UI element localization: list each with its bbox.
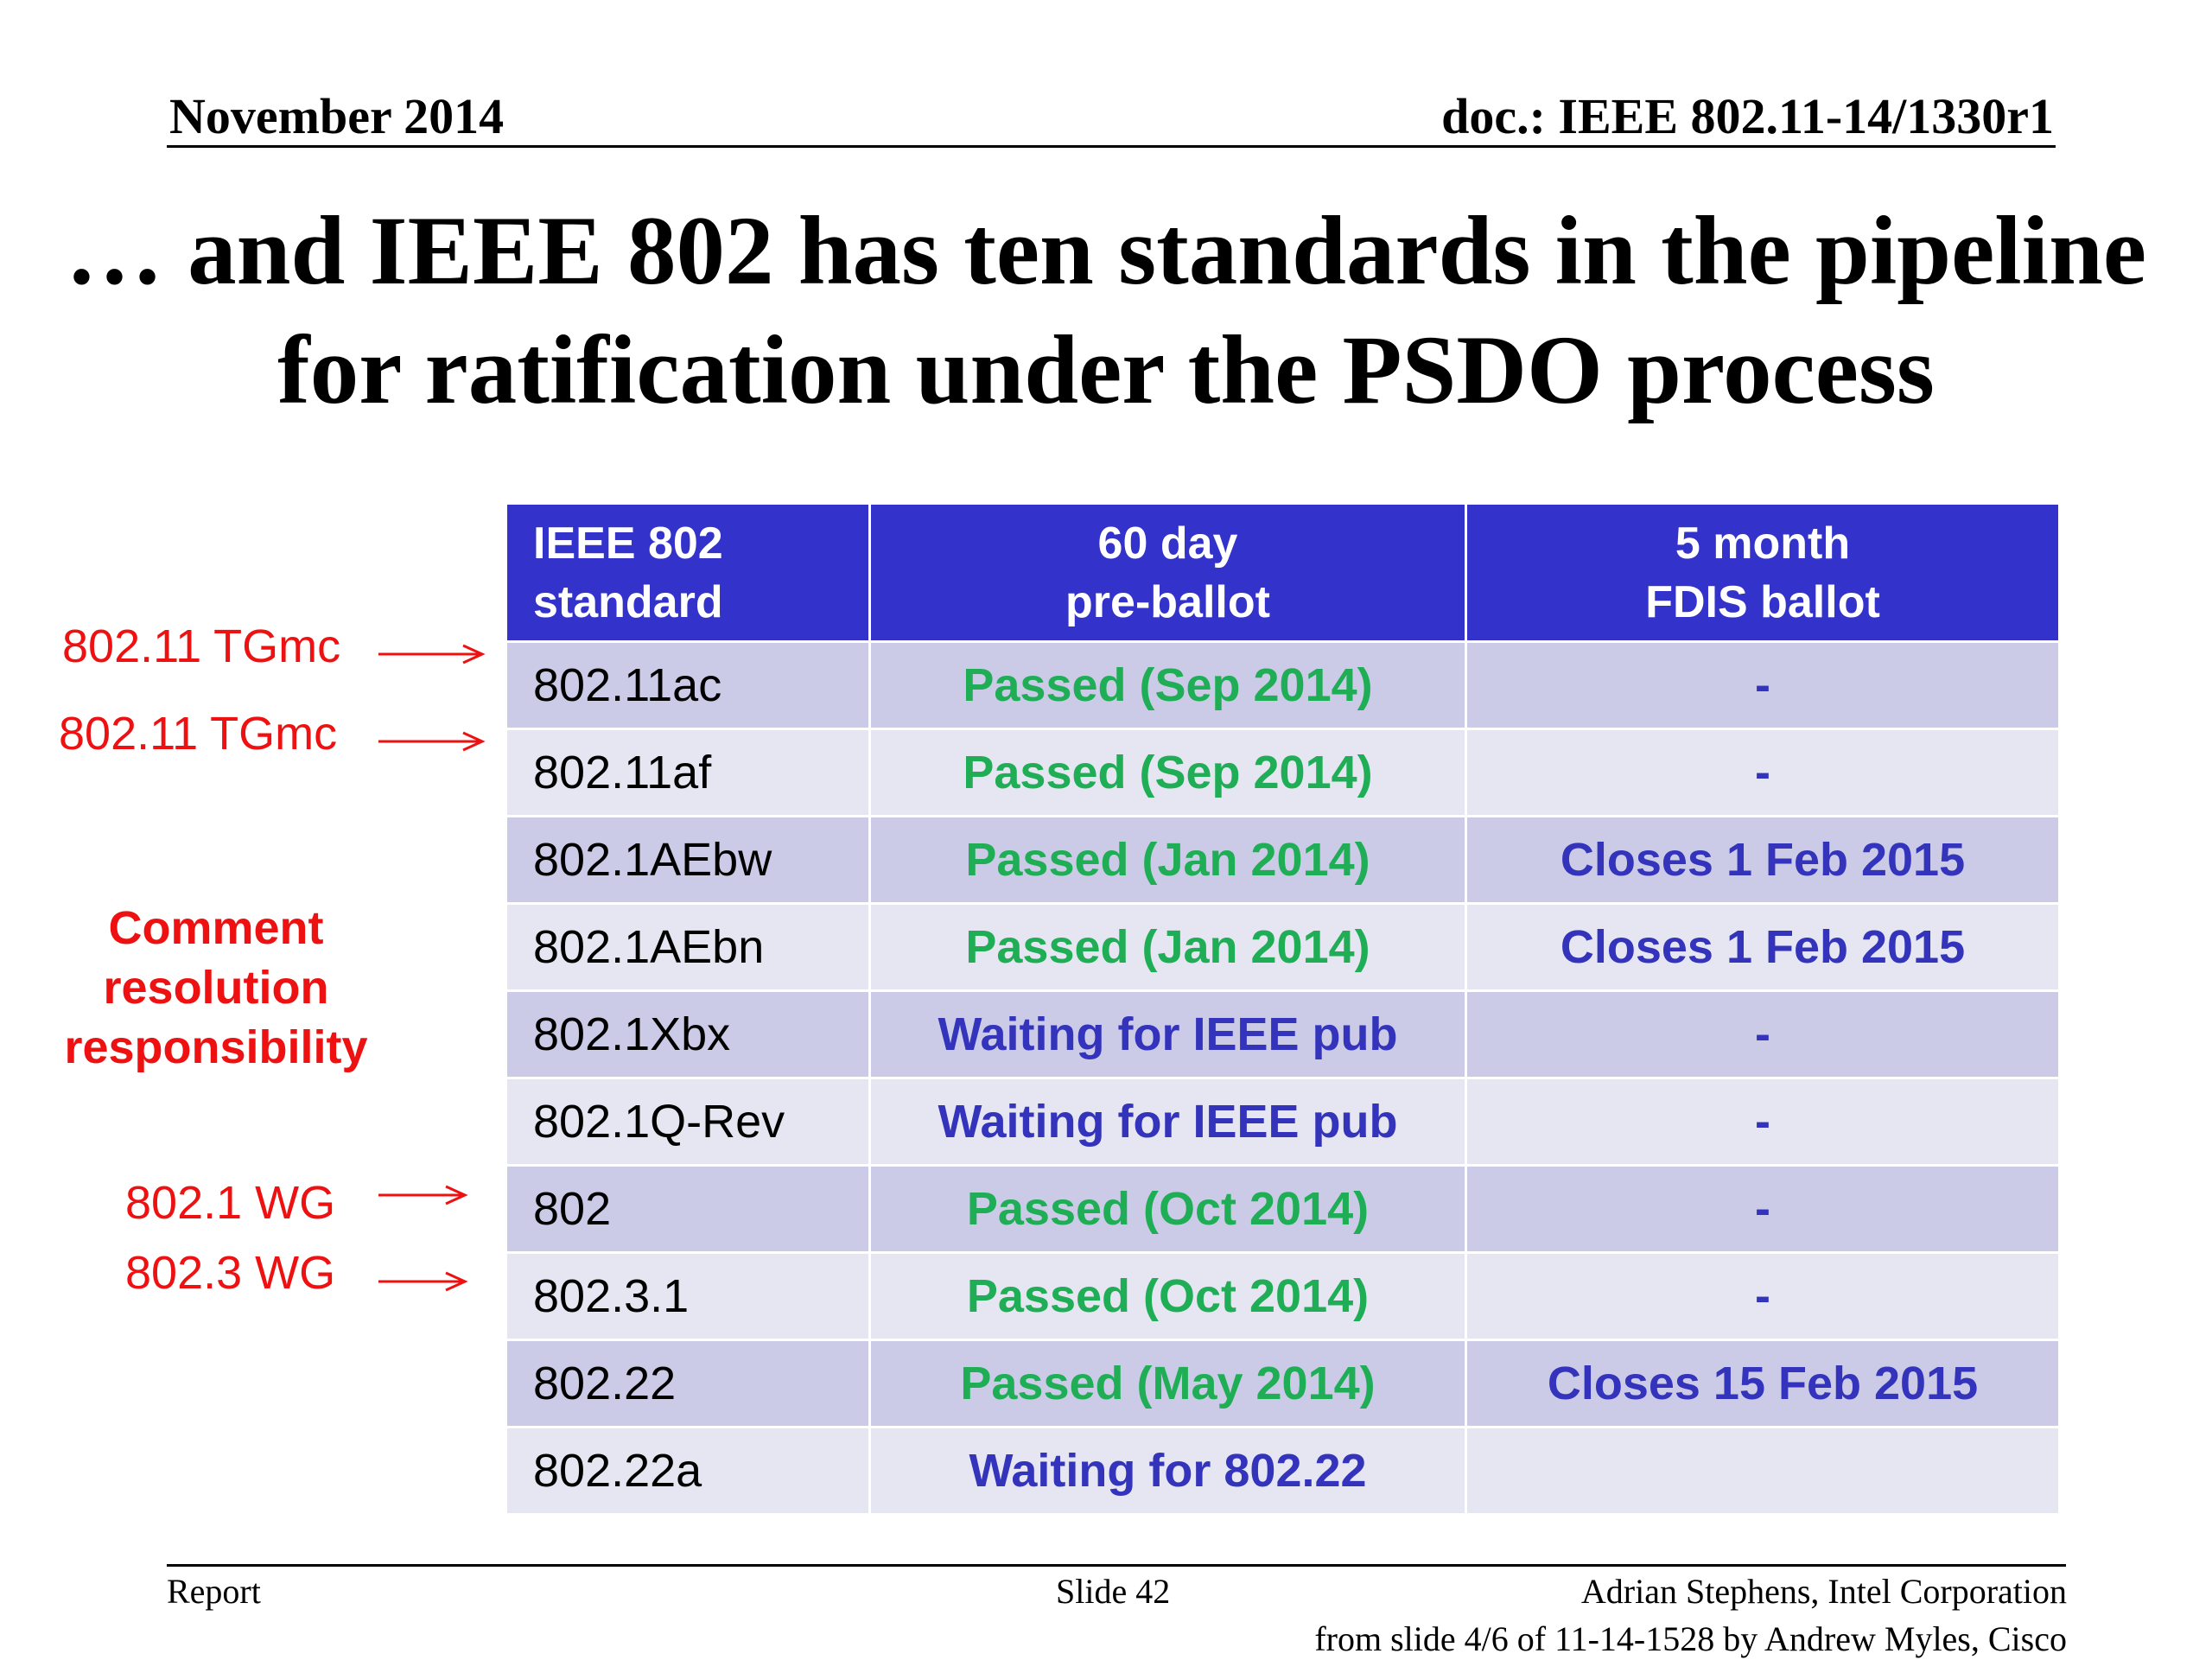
preballot-status-cell: Passed (Sep 2014) <box>868 728 1467 817</box>
table-row: 802.3.1 Passed (Oct 2014) - <box>505 1251 2061 1341</box>
arrow-right-icon <box>378 731 486 752</box>
annotation-comment-line-1: Comment <box>108 902 324 954</box>
table-row: 802.22 Passed (May 2014) Closes 15 Feb 2… <box>505 1339 2061 1428</box>
footer-author: Adrian Stephens, Intel Corporation <box>1580 1572 2067 1611</box>
column-header-preballot-line-2: pre-ballot <box>1065 576 1270 627</box>
slide-title: … and IEEE 802 has ten standards in the … <box>35 192 2177 430</box>
standard-cell: 802.22 <box>505 1339 871 1428</box>
header-doc-number: doc.: IEEE 802.11-14/1330r1 <box>1441 88 2054 144</box>
preballot-status-cell: Passed (Jan 2014) <box>868 902 1467 992</box>
annotation-comment-line-3: responsibility <box>64 1021 368 1073</box>
slide-title-line-1: … and IEEE 802 has ten standards in the … <box>65 197 2147 305</box>
fdis-status-cell: - <box>1465 1251 2061 1341</box>
table-row: 802.1AEbn Passed (Jan 2014) Closes 1 Feb… <box>505 902 2061 992</box>
preballot-status-cell: Passed (Oct 2014) <box>868 1164 1467 1254</box>
footer-source-note: from slide 4/6 of 11-14-1528 by Andrew M… <box>1314 1619 2067 1658</box>
standard-cell: 802.1Xbx <box>505 989 871 1079</box>
fdis-status-cell: - <box>1465 1164 2061 1254</box>
preballot-status-cell: Waiting for 802.22 <box>868 1426 1467 1516</box>
header-divider <box>167 145 2056 148</box>
standard-cell: 802.1AEbw <box>505 815 871 905</box>
annotation-tgmc-2: 802.11 TGmc <box>59 708 338 760</box>
annotation-comment-line-2: resolution <box>103 962 329 1014</box>
table-header-row: IEEE 802 standard 60 day pre-ballot 5 mo… <box>505 502 2061 643</box>
preballot-status-cell: Passed (Sep 2014) <box>868 640 1467 730</box>
column-header-preballot-line-1: 60 day <box>1097 518 1238 569</box>
column-header-standard-line-1: IEEE 802 <box>533 518 723 569</box>
header-date: November 2014 <box>169 88 505 144</box>
preballot-status-cell: Passed (Jan 2014) <box>868 815 1467 905</box>
standard-cell: 802.11af <box>505 728 871 817</box>
preballot-status-cell: Passed (Oct 2014) <box>868 1251 1467 1341</box>
table-row: 802.1Q-Rev Waiting for IEEE pub - <box>505 1077 2061 1167</box>
standard-cell: 802 <box>505 1164 871 1254</box>
fdis-status-cell: Closes 1 Feb 2015 <box>1465 902 2061 992</box>
standard-cell: 802.11ac <box>505 640 871 730</box>
column-header-preballot: 60 day pre-ballot <box>868 502 1467 643</box>
standard-cell: 802.1Q-Rev <box>505 1077 871 1167</box>
fdis-status-cell <box>1465 1426 2061 1516</box>
fdis-status-cell: - <box>1465 1077 2061 1167</box>
column-header-standard: IEEE 802 standard <box>505 502 871 643</box>
annotation-802-1-wg: 802.1 WG <box>125 1177 336 1229</box>
table-row: 802.11af Passed (Sep 2014) - <box>505 728 2061 817</box>
footer-slide-number: Slide 42 <box>1056 1572 1171 1611</box>
table-row: 802.11ac Passed (Sep 2014) - <box>505 640 2061 730</box>
table-row: 802.22a Waiting for 802.22 <box>505 1426 2061 1516</box>
standards-table: IEEE 802 standard 60 day pre-ballot 5 mo… <box>505 502 2061 1516</box>
preballot-status-cell: Waiting for IEEE pub <box>868 1077 1467 1167</box>
standard-cell: 802.1AEbn <box>505 902 871 992</box>
preballot-status-cell: Passed (May 2014) <box>868 1339 1467 1428</box>
fdis-status-cell: - <box>1465 989 2061 1079</box>
annotation-comment-resolution: Comment resolution responsibility <box>35 899 397 1078</box>
fdis-status-cell: - <box>1465 640 2061 730</box>
slide-title-line-2: for ratification under the PSDO process <box>277 316 1935 424</box>
annotation-tgmc-1: 802.11 TGmc <box>62 620 341 672</box>
footer-report-label: Report <box>167 1572 261 1611</box>
column-header-fdis: 5 month FDIS ballot <box>1465 502 2061 643</box>
table-row: 802 Passed (Oct 2014) - <box>505 1164 2061 1254</box>
annotation-802-3-wg: 802.3 WG <box>125 1247 336 1299</box>
standard-cell: 802.3.1 <box>505 1251 871 1341</box>
fdis-status-cell: Closes 15 Feb 2015 <box>1465 1339 2061 1428</box>
fdis-status-cell: Closes 1 Feb 2015 <box>1465 815 2061 905</box>
table-row: 802.1AEbw Passed (Jan 2014) Closes 1 Feb… <box>505 815 2061 905</box>
column-header-fdis-line-2: FDIS ballot <box>1645 576 1880 627</box>
standard-cell: 802.22a <box>505 1426 871 1516</box>
arrow-right-icon <box>378 1185 468 1205</box>
preballot-status-cell: Waiting for IEEE pub <box>868 989 1467 1079</box>
table-row: 802.1Xbx Waiting for IEEE pub - <box>505 989 2061 1079</box>
column-header-standard-line-2: standard <box>533 576 723 627</box>
arrow-right-icon <box>378 644 486 665</box>
arrow-right-icon <box>378 1271 468 1292</box>
footer-divider <box>167 1564 2066 1567</box>
fdis-status-cell: - <box>1465 728 2061 817</box>
column-header-fdis-line-1: 5 month <box>1675 518 1851 569</box>
